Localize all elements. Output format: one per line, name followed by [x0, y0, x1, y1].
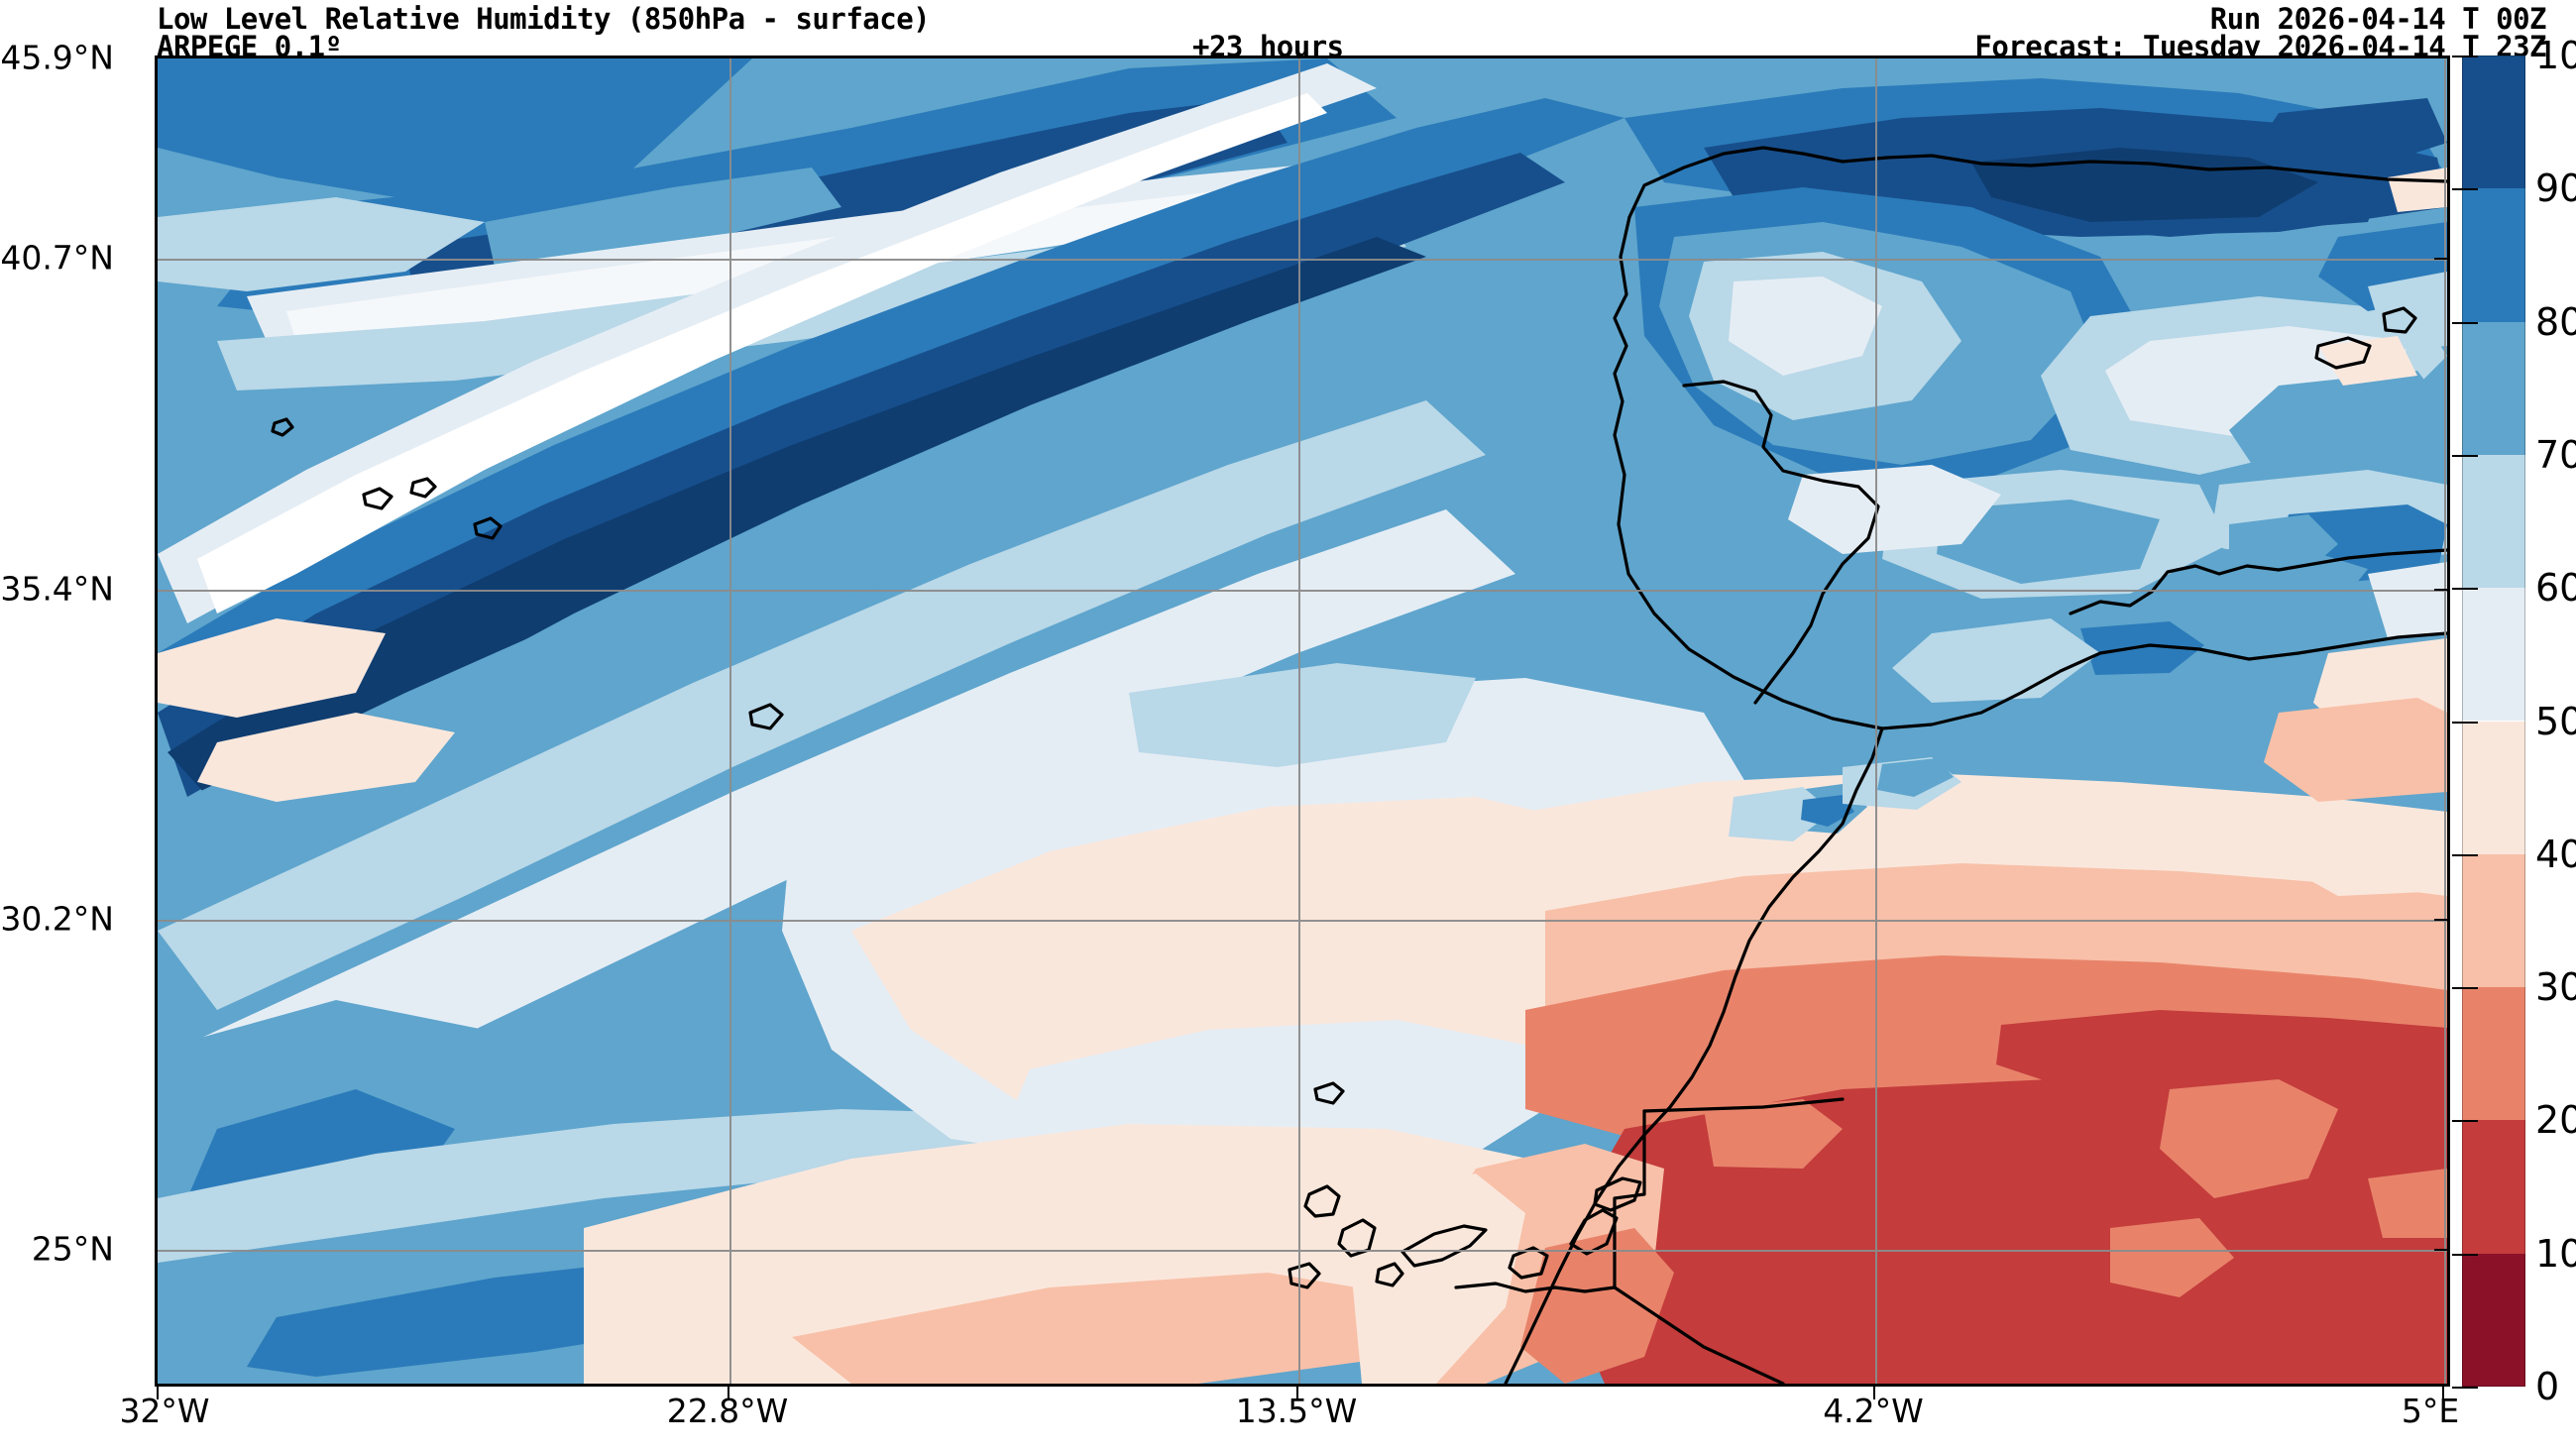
- y-tickmark: [2434, 258, 2450, 260]
- colorbar-band-10-20: [2462, 1120, 2525, 1254]
- colorbar-tick-label-40: 40: [2535, 832, 2576, 876]
- colorbar-tickmark-50: [2452, 721, 2478, 724]
- x-tick-label-5e: 5°E: [2401, 1392, 2460, 1430]
- y-tick-label-35-4: 35.4°N: [0, 569, 114, 609]
- y-tick-label-40-7: 40.7°N: [0, 238, 114, 278]
- colorbar-band-30-40: [2462, 853, 2525, 988]
- colorbar-band-20-30: [2462, 987, 2525, 1121]
- colorbar-tickmark-40: [2452, 853, 2478, 856]
- colorbar-band-50-60: [2462, 588, 2525, 722]
- colorbar-tick-label-50: 50: [2535, 699, 2576, 743]
- colorbar-tickmark-90: [2452, 188, 2478, 191]
- colorbar-tick-label-60: 60: [2535, 566, 2576, 611]
- y-tick-label-25: 25°N: [31, 1229, 114, 1269]
- colorbar-tickmark-80: [2452, 321, 2478, 324]
- colorbar-tickmark-10: [2452, 1253, 2478, 1256]
- colorbar-band-0-10: [2462, 1253, 2525, 1387]
- colorbar-tickmark-70: [2452, 454, 2478, 457]
- colorbar-band-40-50: [2462, 721, 2525, 854]
- y-tickmark: [2434, 589, 2450, 591]
- colorbar-tickmark-0: [2452, 1387, 2478, 1389]
- colorbar-tick-label-90: 90: [2535, 167, 2576, 211]
- x-tick-label-32w: 32°W: [119, 1392, 210, 1430]
- colorbar-tick-label-10: 10: [2535, 1231, 2576, 1276]
- colorbar-tick-label-80: 80: [2535, 299, 2576, 344]
- colorbar-tick-label-70: 70: [2535, 432, 2576, 477]
- map-header: Low Level Relative Humidity (850hPa - su…: [0, 0, 2576, 63]
- colorbar-tick-label-20: 20: [2535, 1098, 2576, 1143]
- map-plot-area[interactable]: [155, 56, 2450, 1387]
- x-tickmark: [157, 1387, 159, 1399]
- x-tickmark: [2442, 1387, 2444, 1399]
- x-tickmark: [1296, 1387, 1298, 1399]
- humidity-contour-field: [158, 58, 2447, 1384]
- y-tickmark: [2434, 919, 2450, 921]
- colorbar-band-60-70: [2462, 454, 2525, 589]
- colorbar-tickmark-30: [2452, 987, 2478, 990]
- colorbar-tick-label-100: 100: [2535, 34, 2576, 77]
- y-tick-label-30-2: 30.2°N: [0, 899, 114, 939]
- colorbar-band-70-80: [2462, 321, 2525, 455]
- x-tick-label-4-2w: 4.2°W: [1823, 1392, 1924, 1430]
- page-title: Low Level Relative Humidity (850hPa - su…: [157, 2, 931, 36]
- colorbar-tickmark-20: [2452, 1120, 2478, 1123]
- x-tickmark: [728, 1387, 729, 1399]
- colorbar-tickmark-100: [2452, 56, 2478, 57]
- colorbar-band-80-90: [2462, 188, 2525, 322]
- y-tickmark: [2434, 1249, 2450, 1251]
- colorbar-tickmark-60: [2452, 588, 2478, 591]
- colorbar-tick-label-0: 0: [2535, 1365, 2560, 1408]
- x-tick-label-13-5w: 13.5°W: [1235, 1392, 1358, 1430]
- y-tickmark: [2434, 56, 2450, 58]
- colorbar-tick-label-30: 30: [2535, 965, 2576, 1010]
- x-tick-label-22-8w: 22.8°W: [666, 1392, 789, 1430]
- x-tickmark: [1873, 1387, 1875, 1399]
- run-label: Run 2026-04-14 T 00Z: [2209, 2, 2547, 36]
- y-tick-label-45-9: 45.9°N: [0, 38, 114, 77]
- colorbar-band-90-100: [2462, 56, 2525, 189]
